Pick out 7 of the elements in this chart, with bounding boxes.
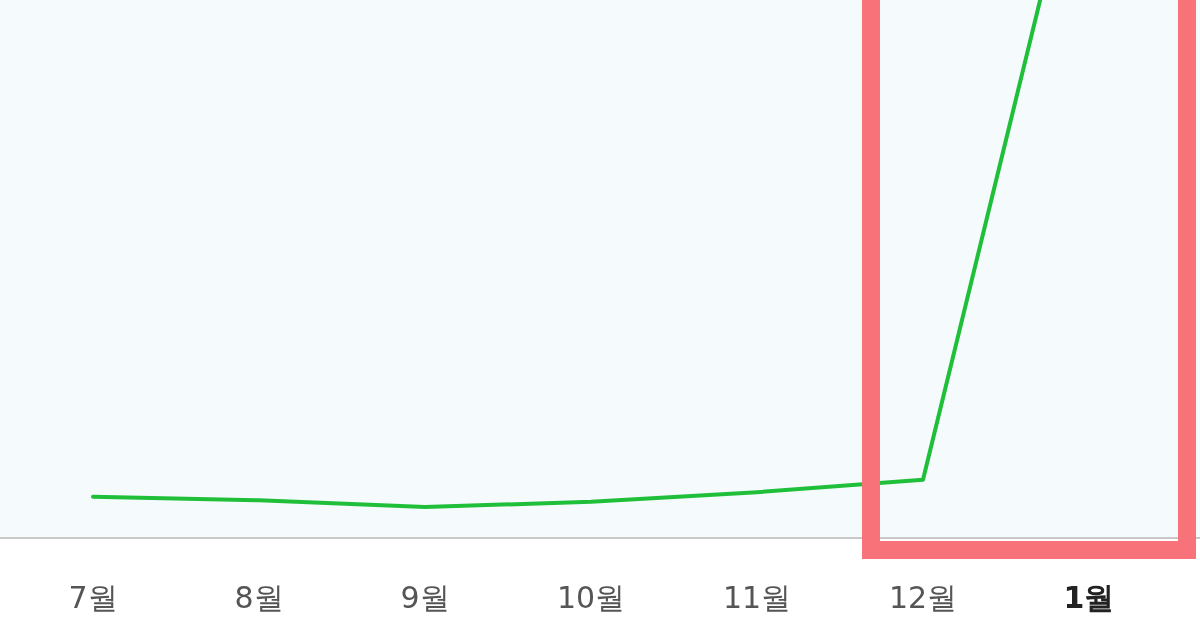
x-tick-label: 7월	[68, 580, 118, 615]
x-tick-label: 12월	[888, 580, 958, 615]
x-tick-label: 9월	[400, 580, 450, 615]
x-tick-label: 1월	[1063, 580, 1115, 615]
x-tick-label: 8월	[234, 580, 284, 615]
x-tick-label: 11월	[722, 580, 792, 615]
x-tick-label: 10월	[556, 580, 626, 615]
